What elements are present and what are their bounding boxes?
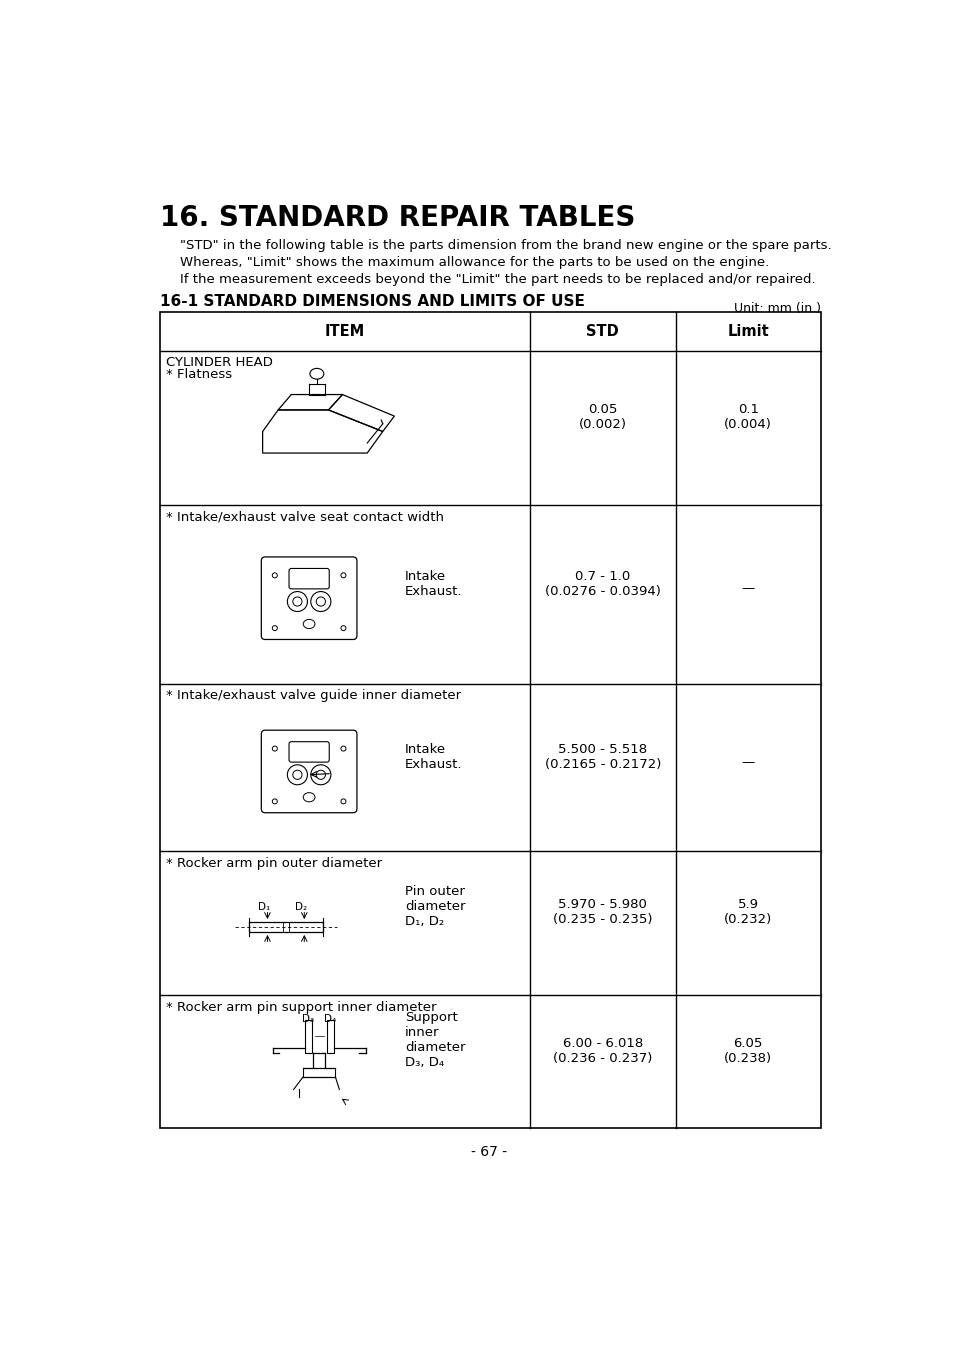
Text: 16. STANDARD REPAIR TABLES: 16. STANDARD REPAIR TABLES xyxy=(159,204,635,232)
Text: 0.1
(0.004): 0.1 (0.004) xyxy=(723,402,771,431)
Text: —: — xyxy=(740,582,754,595)
Text: 5.500 - 5.518
(0.2165 - 0.2172): 5.500 - 5.518 (0.2165 - 0.2172) xyxy=(544,743,660,771)
Text: ITEM: ITEM xyxy=(324,324,364,339)
Text: Unit: mm (in.): Unit: mm (in.) xyxy=(733,302,820,315)
Text: If the measurement exceeds beyond the "Limit" the part needs to be replaced and/: If the measurement exceeds beyond the "L… xyxy=(179,273,815,286)
Text: D₄: D₄ xyxy=(324,1014,335,1025)
Text: "STD" in the following table is the parts dimension from the brand new engine or: "STD" in the following table is the part… xyxy=(179,239,830,252)
Bar xyxy=(326,1021,334,1053)
Bar xyxy=(159,312,820,1129)
Text: Support
inner
diameter
D₃, D₄: Support inner diameter D₃, D₄ xyxy=(405,1011,465,1069)
Text: 16-1 STANDARD DIMENSIONS AND LIMITS OF USE: 16-1 STANDARD DIMENSIONS AND LIMITS OF U… xyxy=(159,294,584,309)
Text: - 67 -: - 67 - xyxy=(471,1145,506,1160)
Text: D₁: D₁ xyxy=(258,902,271,913)
Text: Limit: Limit xyxy=(726,324,768,339)
Text: * Flatness: * Flatness xyxy=(166,367,232,381)
Text: Pin outer
diameter
D₁, D₂: Pin outer diameter D₁, D₂ xyxy=(405,886,465,929)
Text: Intake
Exhaust.: Intake Exhaust. xyxy=(405,743,462,771)
Text: D₃: D₃ xyxy=(302,1014,314,1025)
Text: 6.00 - 6.018
(0.236 - 0.237): 6.00 - 6.018 (0.236 - 0.237) xyxy=(553,1037,652,1065)
Text: 0.7 - 1.0
(0.0276 - 0.0394): 0.7 - 1.0 (0.0276 - 0.0394) xyxy=(544,570,660,598)
Text: * Rocker arm pin outer diameter: * Rocker arm pin outer diameter xyxy=(166,856,381,869)
Text: * Intake/exhaust valve seat contact width: * Intake/exhaust valve seat contact widt… xyxy=(166,510,443,522)
Text: Whereas, "Limit" shows the maximum allowance for the parts to be used on the eng: Whereas, "Limit" shows the maximum allow… xyxy=(179,256,768,269)
Text: 5.970 - 5.980
(0.235 - 0.235): 5.970 - 5.980 (0.235 - 0.235) xyxy=(553,898,652,926)
Text: Intake
Exhaust.: Intake Exhaust. xyxy=(405,570,462,598)
Text: 5.9
(0.232): 5.9 (0.232) xyxy=(723,898,772,926)
Text: STD: STD xyxy=(586,324,618,339)
Text: 0.05
(0.002): 0.05 (0.002) xyxy=(578,402,626,431)
Text: D₂: D₂ xyxy=(294,902,307,913)
Text: —: — xyxy=(740,756,754,768)
Text: * Rocker arm pin support inner diameter: * Rocker arm pin support inner diameter xyxy=(166,1000,436,1014)
Bar xyxy=(305,1021,312,1053)
Text: * Intake/exhaust valve guide inner diameter: * Intake/exhaust valve guide inner diame… xyxy=(166,690,460,702)
Text: CYLINDER HEAD: CYLINDER HEAD xyxy=(166,356,273,369)
Bar xyxy=(249,922,322,931)
Text: 6.05
(0.238): 6.05 (0.238) xyxy=(723,1037,771,1065)
